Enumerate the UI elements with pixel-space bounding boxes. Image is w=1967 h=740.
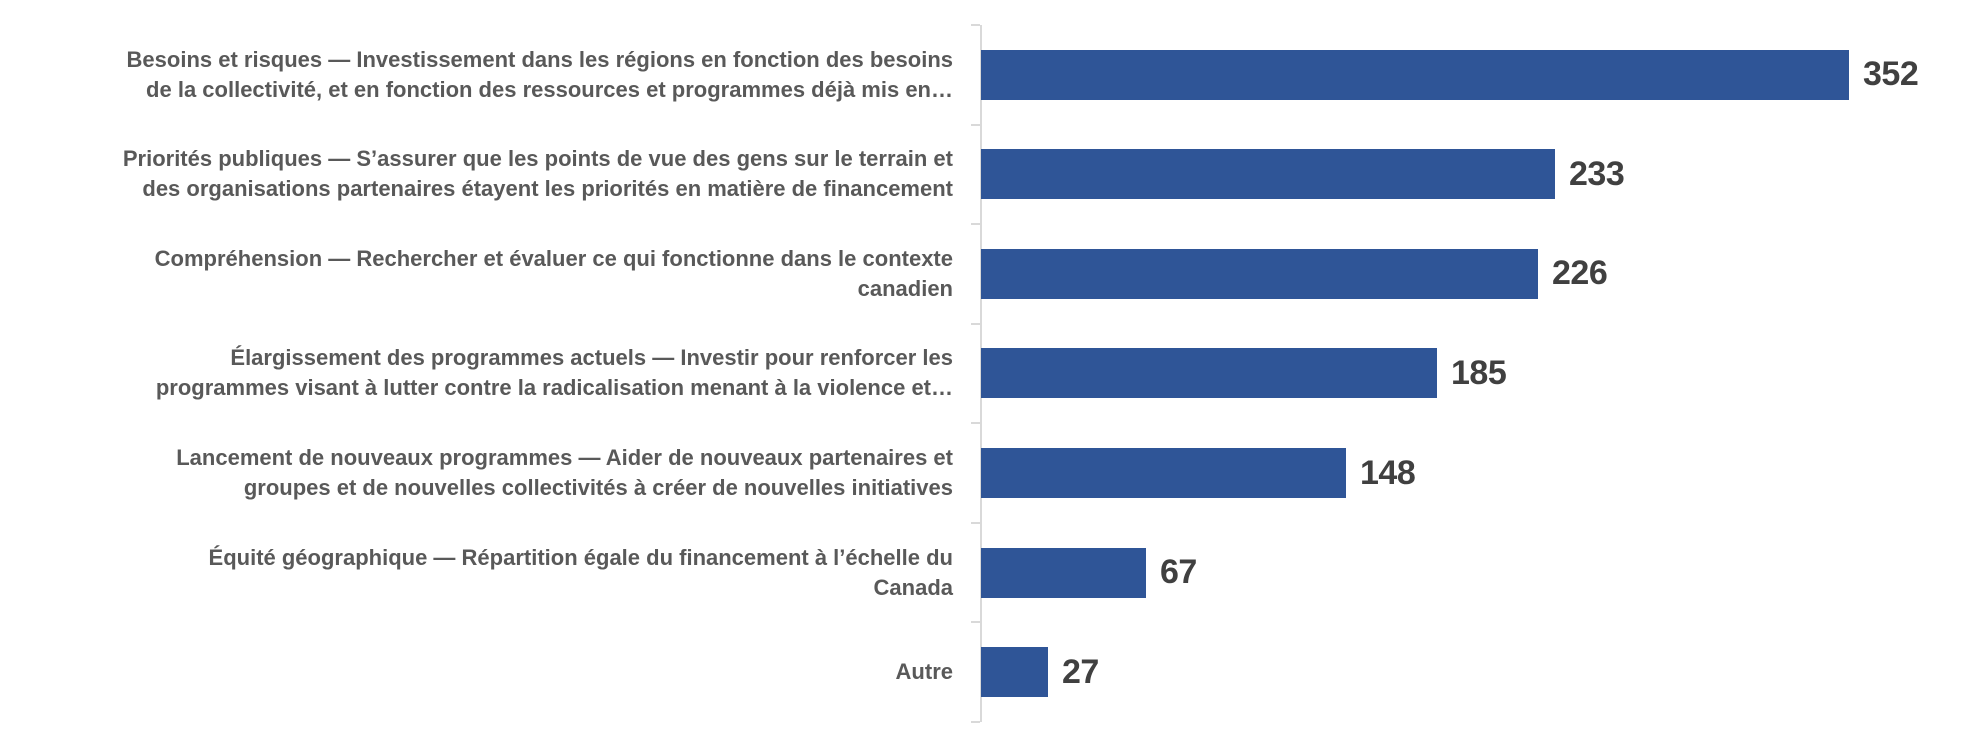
bar (981, 348, 1437, 399)
bar-row: Équité géographique — Répartition égale … (0, 523, 1967, 623)
category-label: Compréhension — Rechercher et évaluer ce… (154, 245, 953, 301)
value-label: 27 (1062, 652, 1099, 691)
bar (981, 248, 1538, 299)
bar (981, 49, 1849, 100)
bar-area: 148 (981, 423, 1967, 523)
bar-row: Lancement de nouveaux programmes — Aider… (0, 423, 1967, 523)
value-label: 352 (1863, 55, 1919, 94)
bar-area: 27 (981, 622, 1967, 722)
value-label: 226 (1552, 254, 1608, 293)
bar (981, 547, 1146, 598)
bar-area: 233 (981, 125, 1967, 225)
bar (981, 647, 1048, 698)
category-label: Priorités publiques — S’assurer que les … (122, 146, 953, 202)
bar-area: 185 (981, 324, 1967, 424)
category-label: Besoins et risques — Investissement dans… (126, 46, 953, 102)
bar-area: 67 (981, 523, 1967, 623)
category-label: Équité géographique — Répartition égale … (208, 544, 953, 600)
value-label: 185 (1451, 353, 1507, 392)
y-axis-tick (971, 621, 980, 624)
bar-row: Besoins et risques — Investissement dans… (0, 25, 1967, 125)
bar (981, 448, 1346, 499)
bar-area: 226 (981, 224, 1967, 324)
category-label: Autre (895, 659, 953, 685)
plot-area: Besoins et risques — Investissement dans… (0, 25, 1967, 722)
category-label: Élargissement des programmes actuels — I… (155, 345, 953, 401)
y-axis-tick (971, 223, 980, 226)
bar (981, 149, 1555, 200)
bar-row: Autre 27 (0, 622, 1967, 722)
y-axis-tick (971, 422, 980, 425)
bar-row: Élargissement des programmes actuels — I… (0, 324, 1967, 424)
value-label: 148 (1360, 453, 1416, 492)
value-label: 67 (1160, 553, 1197, 592)
y-axis-tick (971, 521, 980, 524)
y-axis-tick (971, 123, 980, 126)
bar-area: 352 (981, 25, 1967, 125)
bar-row: Priorités publiques — S’assurer que les … (0, 125, 1967, 225)
y-axis-tick (971, 322, 980, 325)
value-label: 233 (1569, 154, 1625, 193)
bar-row: Compréhension — Rechercher et évaluer ce… (0, 224, 1967, 324)
category-label: Lancement de nouveaux programmes — Aider… (176, 445, 953, 501)
y-axis-tick (971, 24, 980, 26)
y-axis-tick (971, 721, 980, 723)
